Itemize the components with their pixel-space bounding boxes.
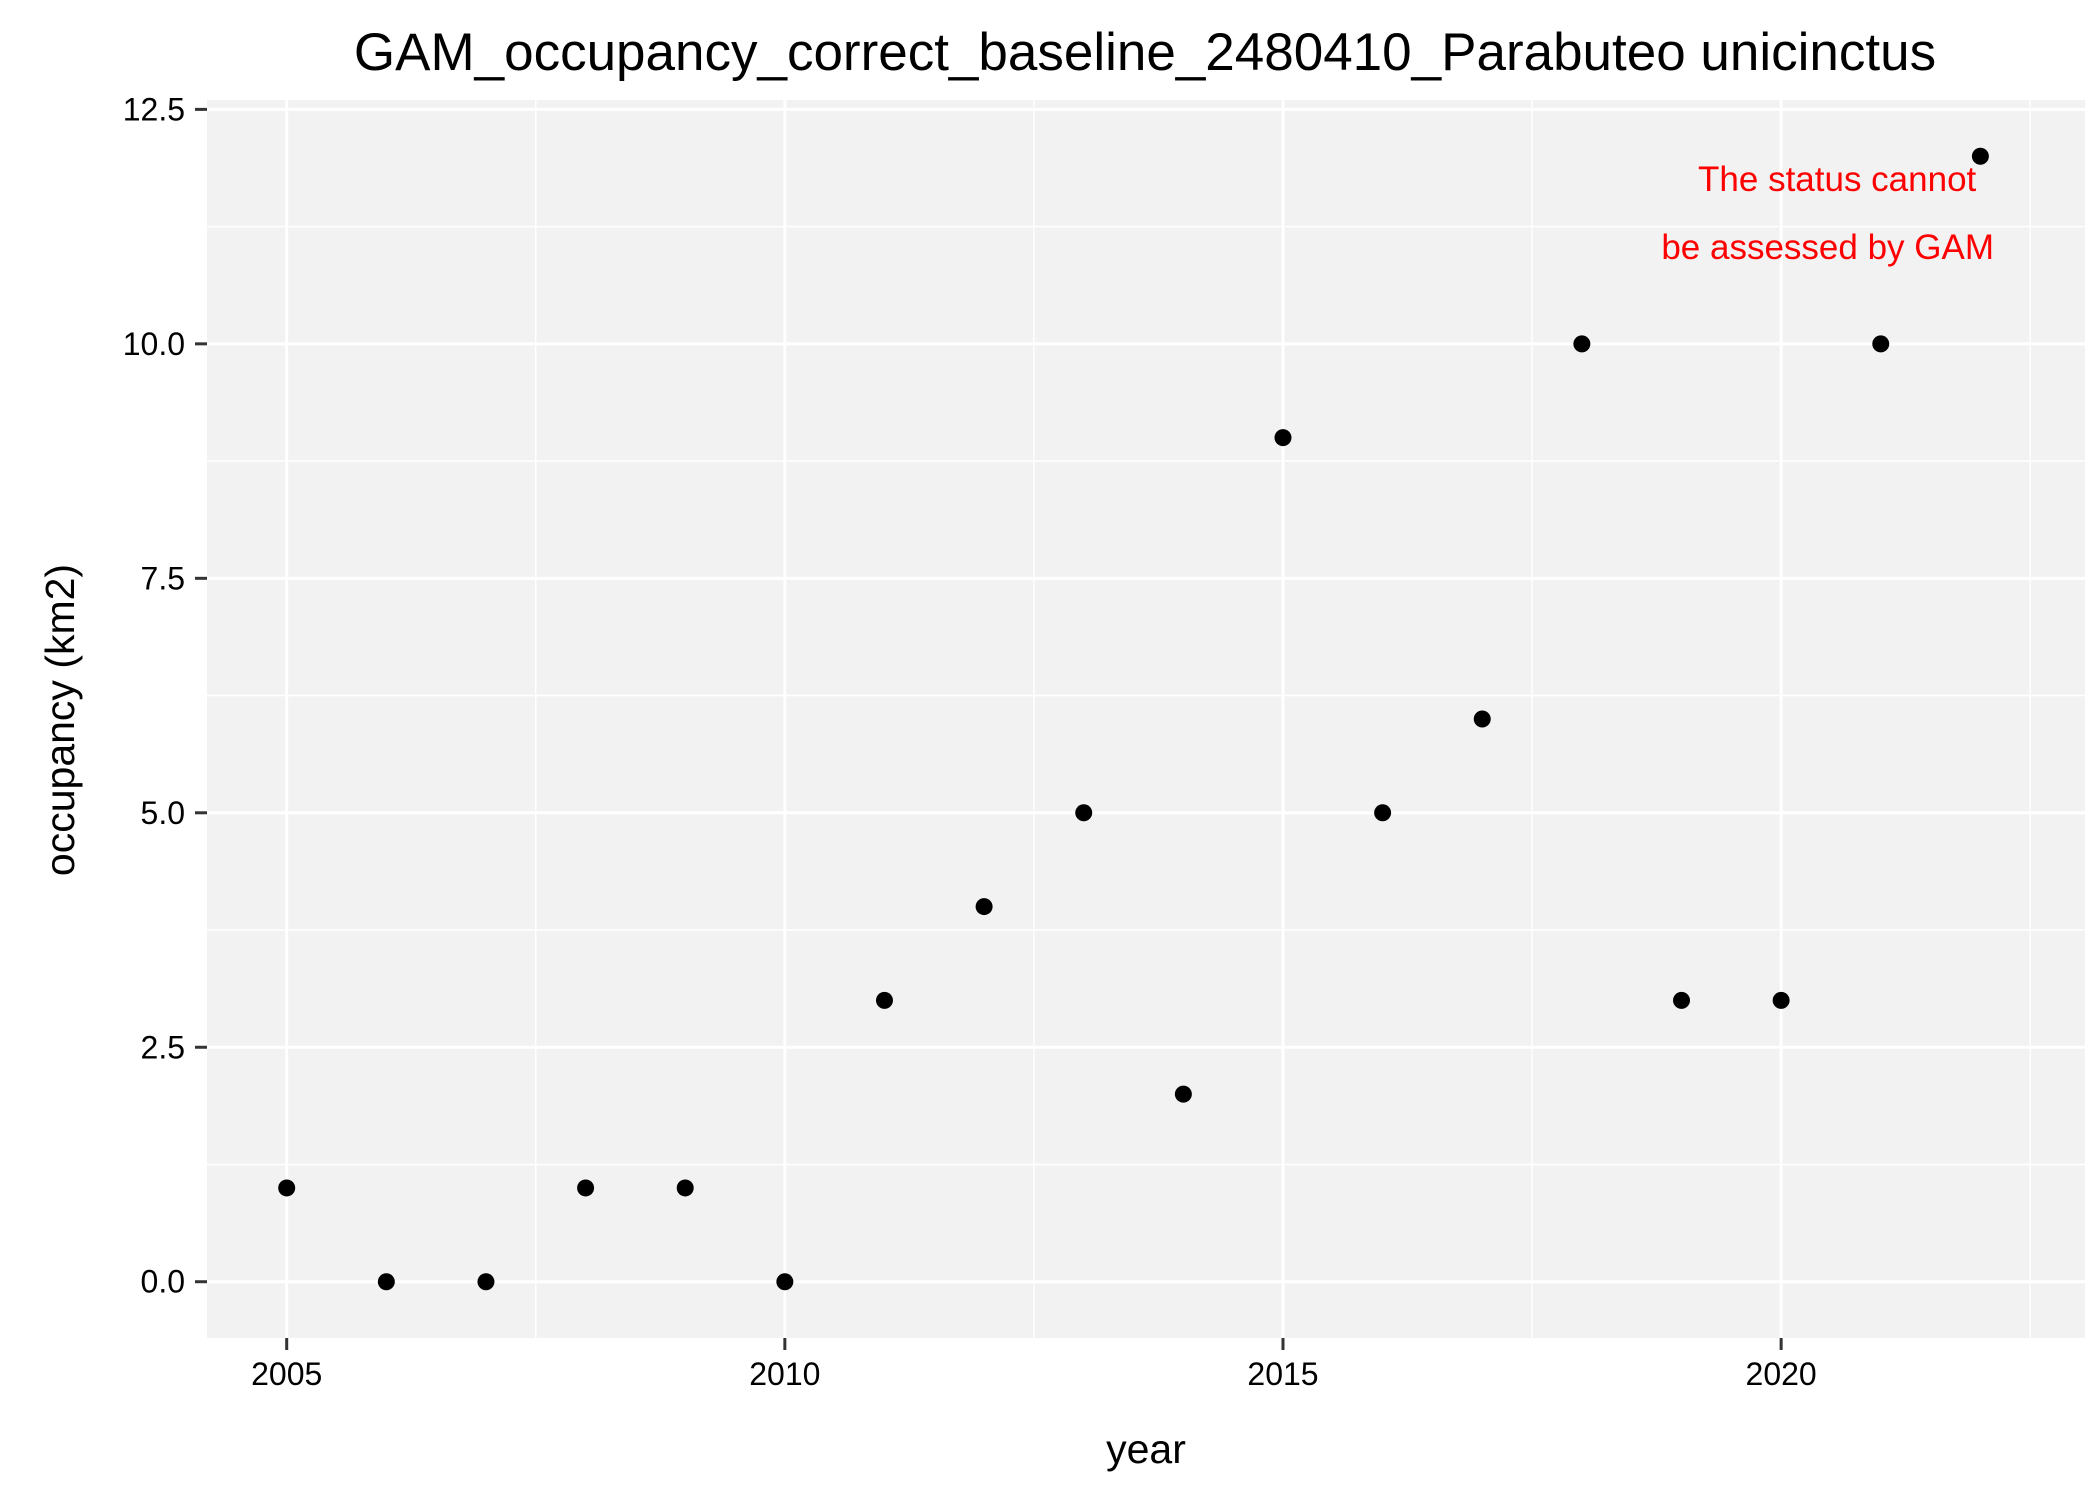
data-point bbox=[1274, 429, 1292, 447]
data-point bbox=[1473, 710, 1491, 728]
chart-title: GAM_occupancy_correct_baseline_2480410_P… bbox=[354, 23, 1936, 82]
y-tick-label: 7.5 bbox=[141, 560, 185, 596]
data-point bbox=[1872, 335, 1890, 353]
data-point bbox=[676, 1179, 694, 1197]
data-point bbox=[477, 1273, 495, 1291]
major-gridlines bbox=[207, 100, 2085, 1338]
y-tick-label: 10.0 bbox=[123, 326, 185, 362]
data-point bbox=[577, 1179, 595, 1197]
plot-panel bbox=[207, 100, 2085, 1338]
y-axis: 0.0 2.5 5.0 7.5 10.0 12.5 bbox=[123, 91, 207, 1300]
x-tick-label: 2020 bbox=[1746, 1356, 1817, 1392]
status-annotation-line-1: The status cannot bbox=[1698, 160, 1976, 199]
x-tick-label: 2015 bbox=[1247, 1356, 1318, 1392]
data-point bbox=[278, 1179, 296, 1197]
y-tick-label: 5.0 bbox=[141, 795, 185, 831]
data-point bbox=[875, 991, 893, 1009]
x-axis: 2005 2010 2015 2020 bbox=[251, 1338, 1817, 1392]
data-point bbox=[1772, 991, 1790, 1009]
data-point bbox=[776, 1273, 794, 1291]
x-tick-label: 2010 bbox=[749, 1356, 820, 1392]
y-tick-label: 0.0 bbox=[141, 1264, 185, 1300]
data-point bbox=[1573, 335, 1591, 353]
x-axis-title: year bbox=[1106, 1426, 1186, 1472]
data-points bbox=[278, 147, 1989, 1291]
y-tick-label: 2.5 bbox=[141, 1029, 185, 1065]
y-tick-label: 12.5 bbox=[123, 91, 185, 127]
data-point bbox=[1673, 991, 1691, 1009]
data-point bbox=[377, 1273, 395, 1291]
data-point bbox=[1971, 147, 1989, 165]
data-point bbox=[975, 898, 993, 916]
minor-gridlines bbox=[207, 100, 2085, 1338]
y-axis-title: occupancy (km2) bbox=[37, 564, 83, 876]
x-tick-label: 2005 bbox=[251, 1356, 322, 1392]
data-point bbox=[1075, 804, 1093, 822]
data-point bbox=[1374, 804, 1392, 822]
status-annotation: The status cannot be assessed by GAM bbox=[1661, 160, 1994, 267]
data-point bbox=[1174, 1085, 1192, 1103]
status-annotation-line-2: be assessed by GAM bbox=[1661, 228, 1994, 267]
